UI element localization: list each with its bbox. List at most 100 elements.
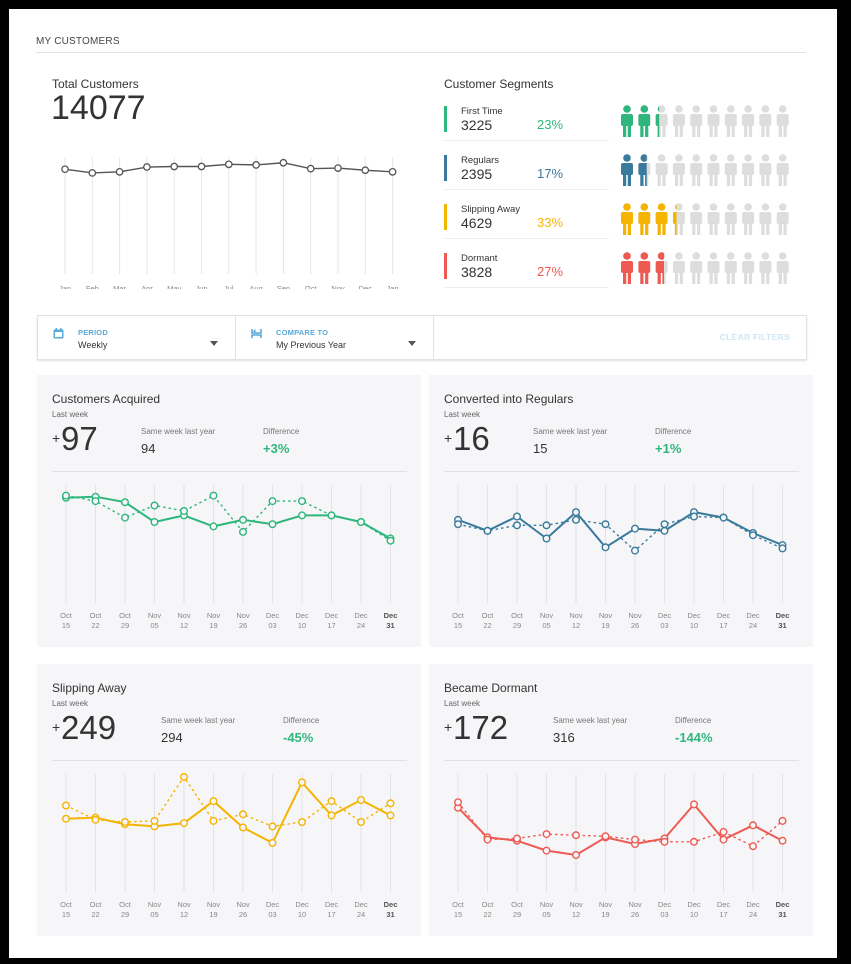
data-point [483,526,492,535]
x-tick-label: 29 [121,621,129,630]
x-tick-label: 12 [180,910,188,919]
data-point [179,507,188,516]
data-point [386,799,395,808]
segment-color-bar [444,155,447,181]
x-tick-label: Oct [119,900,132,909]
data-point [660,526,669,535]
panel-period: Last week [444,699,481,708]
x-tick-label: 19 [209,621,217,630]
person-icon [655,105,668,137]
x-tick-label: 24 [357,910,365,919]
segment-name: First Time [461,106,503,117]
x-tick-label: Dec [295,611,309,620]
person-icon [707,105,720,137]
x-tick-label: 15 [454,910,462,919]
filter-divider [235,316,236,359]
x-tick-label: 31 [778,621,786,630]
x-tick-label: Dec [354,611,368,620]
x-tick-label: Dec [717,611,731,620]
person-icon [776,154,789,186]
data-point [690,800,699,809]
x-tick-label: Nov [540,611,554,620]
data-point [120,513,129,522]
segment-color-bar [444,204,447,230]
x-tick-label: 22 [483,621,491,630]
x-tick-label: Jun [195,284,207,289]
data-point [542,830,551,839]
person-icon [724,203,737,235]
person-icon [759,154,772,186]
x-tick-label: 26 [631,621,639,630]
data-point [690,512,699,521]
series-line-previous [457,801,783,848]
person-icon [655,203,668,235]
x-tick-label: 26 [631,910,639,919]
segment-value: 3828 [461,264,493,280]
data-point [88,169,97,177]
x-tick-label: 03 [268,621,276,630]
data-point [361,166,370,175]
panel-divider [52,760,407,761]
x-tick-label: 10 [298,910,306,919]
data-point [386,811,395,820]
difference-value: -45% [283,730,314,745]
x-tick-label: 05 [150,910,158,919]
segment-name: Dormant [461,253,498,264]
x-tick-label: Nov [331,284,345,289]
segment-value: 2395 [461,166,493,182]
data-point [327,797,336,806]
x-tick-label: Dec [658,900,672,909]
series-line-previous [65,494,391,542]
chevron-down-icon [408,341,416,346]
data-point [630,835,639,844]
data-point [62,491,71,500]
x-tick-label: Oct [482,611,495,620]
clear-filters-button[interactable]: CLEAR FILTERS [719,332,790,342]
person-icon [672,203,685,235]
x-tick-label: 10 [690,910,698,919]
x-tick-label: 24 [749,910,757,919]
compare-to-filter[interactable]: COMPARE TO My Previous Year [236,316,433,359]
page-title: MY CUSTOMERS [36,36,120,47]
x-tick-label: Oct [452,900,465,909]
data-point [143,163,151,171]
x-tick-label: Oct [60,900,73,909]
x-tick-label: Dec [295,900,309,909]
panel-line-chart: Oct15Oct22Oct29Nov05Nov12Nov19Nov26Dec03… [60,772,397,919]
x-tick-label: 31 [386,910,394,919]
period-filter[interactable]: PERIOD Weekly [38,316,235,359]
x-tick-label: Jul [224,284,234,289]
x-tick-label: 31 [386,621,394,630]
data-point [630,546,639,555]
data-point [61,165,69,174]
data-point [660,520,669,529]
data-point [357,796,366,805]
person-icon [672,105,685,137]
filter-divider [433,316,434,359]
x-tick-label: Sep [277,284,290,289]
x-tick-label: Nov [236,611,250,620]
x-tick-label: 22 [91,621,99,630]
data-point [120,498,129,507]
x-tick-label: Nov [569,611,583,620]
segment-name: Slipping Away [461,204,520,215]
person-icon [672,154,685,186]
x-tick-label: 05 [542,621,550,630]
panel-period: Last week [52,410,89,419]
panel-divider [52,471,407,472]
data-point [601,520,610,529]
compare-value: 316 [553,730,575,745]
panel-value: 16 [453,420,490,457]
data-point [197,162,206,171]
data-point [268,822,277,831]
data-point [170,162,179,171]
data-point [778,544,787,553]
x-tick-label: Nov [177,611,191,620]
data-point [298,818,307,827]
data-point [630,524,639,533]
segment-value: 4629 [461,215,493,231]
x-tick-label: 10 [690,621,698,630]
panel-period: Last week [52,699,89,708]
person-icon [759,203,772,235]
x-tick-label: Nov [236,900,250,909]
